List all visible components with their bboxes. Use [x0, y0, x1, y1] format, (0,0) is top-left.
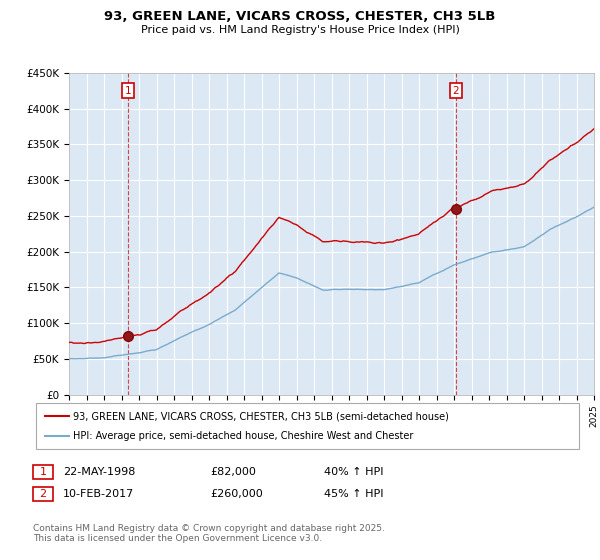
Text: 22-MAY-1998: 22-MAY-1998: [63, 467, 136, 477]
Text: £260,000: £260,000: [210, 489, 263, 499]
Text: Contains HM Land Registry data © Crown copyright and database right 2025.
This d: Contains HM Land Registry data © Crown c…: [33, 524, 385, 543]
Text: £82,000: £82,000: [210, 467, 256, 477]
Text: 40% ↑ HPI: 40% ↑ HPI: [324, 467, 383, 477]
Text: 93, GREEN LANE, VICARS CROSS, CHESTER, CH3 5LB: 93, GREEN LANE, VICARS CROSS, CHESTER, C…: [104, 10, 496, 23]
Text: 1: 1: [125, 86, 131, 96]
Text: 93, GREEN LANE, VICARS CROSS, CHESTER, CH3 5LB (semi-detached house): 93, GREEN LANE, VICARS CROSS, CHESTER, C…: [73, 411, 449, 421]
Text: Price paid vs. HM Land Registry's House Price Index (HPI): Price paid vs. HM Land Registry's House …: [140, 25, 460, 35]
Text: 1: 1: [40, 467, 46, 477]
Text: 2: 2: [452, 86, 459, 96]
Text: 10-FEB-2017: 10-FEB-2017: [63, 489, 134, 499]
Text: 45% ↑ HPI: 45% ↑ HPI: [324, 489, 383, 499]
Text: HPI: Average price, semi-detached house, Cheshire West and Chester: HPI: Average price, semi-detached house,…: [73, 431, 413, 441]
Text: 2: 2: [40, 489, 46, 499]
